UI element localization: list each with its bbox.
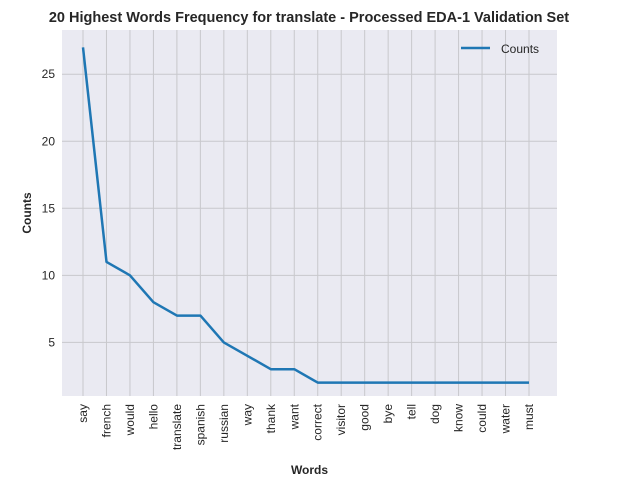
x-tick-label: tell: [405, 404, 419, 419]
x-tick-label: correct: [311, 403, 325, 440]
x-tick-label: translate: [170, 404, 184, 450]
x-tick-label: way: [240, 404, 254, 426]
x-tick-label: french: [99, 404, 113, 437]
y-tick-label: 20: [42, 134, 56, 148]
legend: Counts: [461, 42, 539, 56]
plot-area: [62, 30, 557, 396]
x-tick-label: say: [76, 404, 90, 423]
x-tick-label: could: [475, 404, 489, 433]
y-axis-label: Counts: [20, 192, 34, 234]
x-axis-ticks: say french would hello translate spanish russi…: [76, 403, 536, 450]
x-tick-label: thank: [264, 403, 278, 433]
y-tick-label: 15: [42, 201, 56, 215]
x-tick-label: want: [287, 403, 301, 430]
x-tick-label: know: [452, 404, 466, 432]
chart-title: 20 Highest Words Frequency for translate…: [49, 10, 569, 26]
y-tick-label: 10: [42, 268, 56, 282]
y-tick-label: 25: [42, 67, 56, 81]
y-axis-ticks: 5 10 15 20 25: [42, 67, 56, 349]
y-tick-label: 5: [48, 335, 55, 349]
x-tick-label: bye: [381, 404, 395, 424]
x-tick-label: russian: [217, 404, 231, 443]
grid: [62, 30, 557, 396]
x-axis-label: Words: [291, 463, 328, 477]
series-line: [81, 47, 529, 384]
legend-label: Counts: [501, 42, 539, 56]
x-tick-label: would: [123, 404, 137, 436]
x-tick-label: hello: [146, 404, 160, 430]
x-tick-label: good: [358, 404, 372, 431]
series-lines: [81, 47, 529, 384]
x-tick-label: visitor: [334, 404, 348, 435]
x-tick-label: water: [499, 404, 513, 434]
x-tick-label: dog: [428, 404, 442, 424]
x-tick-label: must: [522, 403, 536, 430]
x-tick-label: spanish: [193, 404, 207, 445]
